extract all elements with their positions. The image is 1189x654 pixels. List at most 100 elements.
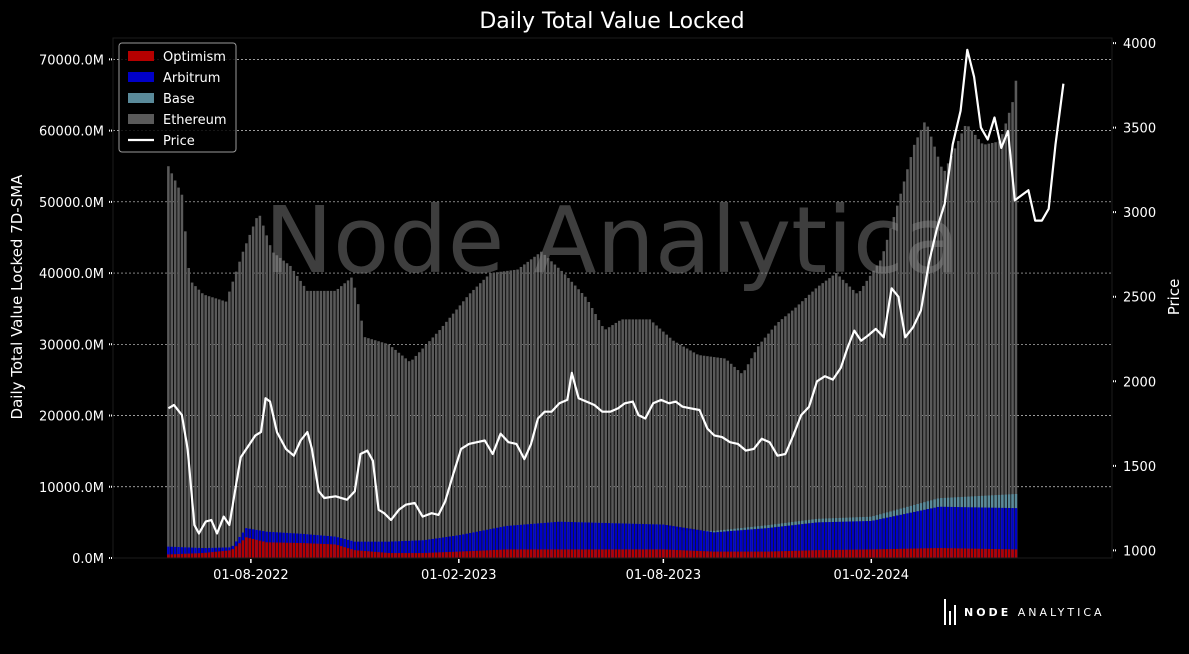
- bar-ethereum: [285, 263, 289, 558]
- bar-ethereum: [241, 251, 245, 559]
- bar-arbitrum: [1007, 507, 1011, 558]
- bar-optimism: [502, 549, 506, 558]
- bar-optimism: [238, 543, 241, 558]
- bar-arbitrum: [560, 521, 563, 558]
- bar-optimism: [265, 542, 268, 558]
- bar-ethereum: [319, 290, 323, 558]
- bar-arbitrum: [858, 521, 862, 558]
- bar-ethereum: [645, 319, 648, 558]
- bar-ethereum: [977, 139, 980, 558]
- bar-arbitrum: [479, 531, 482, 558]
- bar-arbitrum: [468, 533, 472, 558]
- bar-arbitrum: [757, 528, 760, 558]
- bar-ethereum: [455, 309, 458, 558]
- bar-optimism: [468, 551, 472, 558]
- bar-arbitrum: [845, 521, 848, 558]
- bar-optimism: [919, 548, 923, 558]
- bar-optimism: [950, 548, 953, 558]
- bar-optimism: [763, 551, 767, 558]
- bar-ethereum: [512, 269, 516, 558]
- bar-ethereum: [428, 341, 431, 558]
- watermark: Node Analytica: [264, 187, 960, 294]
- bar-optimism: [604, 549, 607, 558]
- bar-arbitrum: [936, 506, 940, 558]
- bar-ethereum: [251, 226, 255, 558]
- bar-arbitrum: [648, 524, 652, 558]
- bar-arbitrum: [790, 525, 794, 558]
- bar-arbitrum: [723, 531, 726, 558]
- bar-arbitrum: [584, 522, 587, 558]
- bar-ethereum: [879, 260, 882, 558]
- bar-ethereum: [682, 346, 685, 558]
- bar-arbitrum: [655, 524, 658, 558]
- bar-optimism: [499, 549, 502, 558]
- bar-optimism: [824, 550, 828, 558]
- bar-ethereum: [407, 361, 411, 558]
- bar-arbitrum: [787, 525, 791, 558]
- bar-ethereum: [624, 319, 628, 558]
- bar-ethereum: [662, 331, 665, 558]
- bar-ethereum: [858, 291, 862, 558]
- bar-optimism: [601, 549, 604, 558]
- bar-arbitrum: [950, 506, 953, 558]
- bar-arbitrum: [556, 521, 560, 558]
- bar-ethereum: [814, 288, 818, 558]
- bar-ethereum: [723, 358, 726, 558]
- bar-ethereum: [550, 261, 553, 558]
- bar-ethereum: [872, 270, 875, 558]
- bar-arbitrum: [862, 521, 865, 558]
- bar-optimism: [946, 548, 950, 558]
- bar-ethereum: [695, 354, 699, 558]
- bar-ethereum: [767, 333, 770, 558]
- bar-ethereum: [553, 264, 557, 558]
- bar-optimism: [540, 549, 543, 558]
- bar-arbitrum: [550, 522, 553, 558]
- bar-arbitrum: [702, 530, 706, 558]
- bar-ethereum: [706, 356, 709, 558]
- bar-ethereum: [590, 308, 594, 558]
- bar-optimism: [889, 549, 892, 558]
- bar-ethereum: [763, 337, 767, 558]
- bar-optimism: [248, 538, 252, 558]
- y-tick-label: 10000.0M: [39, 481, 104, 496]
- bar-ethereum: [902, 181, 906, 558]
- bar-ethereum: [634, 319, 638, 558]
- bar-optimism: [611, 549, 614, 558]
- bar-optimism: [784, 551, 787, 558]
- bar-ethereum: [757, 346, 760, 558]
- bar-optimism: [967, 548, 970, 558]
- bar-ethereum: [1007, 112, 1011, 558]
- bar-optimism: [323, 543, 326, 558]
- bar-optimism: [607, 549, 611, 558]
- bar-optimism: [299, 543, 302, 558]
- bar-optimism: [173, 554, 177, 558]
- bar-optimism: [811, 550, 814, 558]
- bar-arbitrum: [529, 523, 533, 558]
- bar-ethereum: [587, 302, 591, 558]
- bar-ethereum: [282, 260, 285, 558]
- bar-ethereum: [855, 293, 858, 558]
- bar-optimism: [509, 549, 513, 558]
- bar-arbitrum: [434, 538, 438, 558]
- bar-ethereum: [926, 126, 930, 559]
- bar-optimism: [767, 551, 770, 558]
- bar-ethereum: [770, 329, 774, 558]
- bar-ethereum: [909, 157, 913, 558]
- bar-optimism: [397, 553, 401, 558]
- bar-optimism: [665, 549, 669, 558]
- bar-ethereum: [970, 130, 974, 559]
- bar-ethereum: [875, 265, 879, 558]
- bar-optimism: [234, 546, 238, 558]
- bar-arbitrum: [475, 531, 479, 558]
- bar-arbitrum: [1011, 508, 1014, 558]
- bar-optimism: [462, 551, 465, 558]
- bar-optimism: [194, 553, 197, 558]
- bar-optimism: [492, 550, 496, 558]
- bar-ethereum: [424, 344, 428, 558]
- bar-optimism: [458, 551, 462, 558]
- legend-label-price: Price: [163, 134, 195, 149]
- bar-optimism: [973, 548, 977, 558]
- bar-arbitrum: [784, 526, 787, 558]
- bar-optimism: [190, 553, 194, 558]
